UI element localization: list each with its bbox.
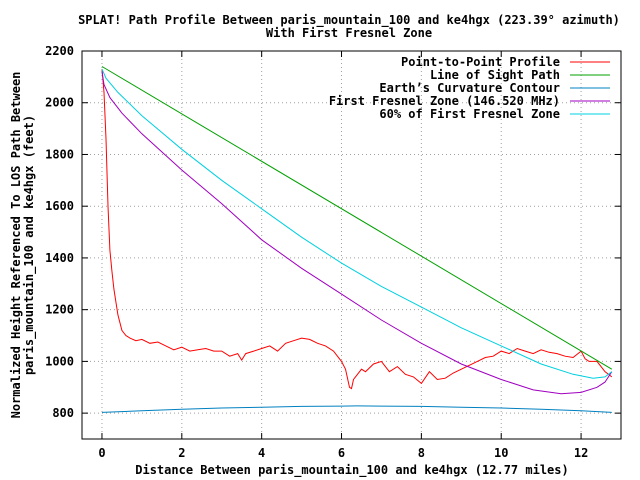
- y-tick-label: 800: [52, 406, 74, 420]
- y-tick-label: 1600: [45, 199, 74, 213]
- legend-label-earth-s-curvature-contour: Earth’s Curvature Contour: [379, 81, 560, 95]
- y-tick-label: 2000: [45, 96, 74, 110]
- x-tick-label: 10: [494, 446, 508, 460]
- chart-subtitle: With First Fresnel Zone: [266, 26, 432, 40]
- series-line-60-of-first-fresnel-zone: [101, 68, 613, 379]
- series-line-line-of-sight-path: [101, 66, 613, 370]
- y-tick-label: 1400: [45, 251, 74, 265]
- legend-label-line-of-sight-path: Line of Sight Path: [430, 68, 560, 82]
- grid: [82, 51, 621, 439]
- plot-frame: [81, 50, 622, 440]
- x-tick-label: 8: [418, 446, 425, 460]
- chart-title: SPLAT! Path Profile Between paris_mounta…: [78, 13, 620, 28]
- series-line-earth-s-curvature-contour: [101, 405, 612, 413]
- legend-label-point-to-point-profile: Point-to-Point Profile: [401, 55, 560, 69]
- series-line-first-fresnel-zone-146-520-mhz: [101, 71, 613, 395]
- y-tick-label: 1200: [45, 303, 74, 317]
- series-line-point-to-point-profile: [101, 69, 613, 390]
- y-axis-label-line-1: Normalized Height Referenced To LOS Path…: [9, 72, 23, 419]
- x-tick-label: 0: [98, 446, 105, 460]
- x-tick-label: 12: [574, 446, 588, 460]
- series-lines: [101, 66, 613, 413]
- x-tick-label: 6: [338, 446, 345, 460]
- x-tick-label: 4: [258, 446, 265, 460]
- legend-label-first-fresnel-zone-146-520-mhz: First Fresnel Zone (146.520 MHz): [329, 94, 560, 108]
- x-axis-label: Distance Between paris_mountain_100 and …: [135, 463, 568, 478]
- x-tick-label: 2: [178, 446, 185, 460]
- legend-label-60-of-first-fresnel-zone: 60% of First Fresnel Zone: [379, 107, 560, 121]
- y-tick-label: 1000: [45, 354, 74, 368]
- y-tick-label: 1800: [45, 147, 74, 161]
- y-axis-label: Normalized Height Referenced To LOS Path…: [9, 72, 37, 419]
- y-axis-label-line-2: paris_mountain_100 and ke4hgx (feet): [22, 115, 37, 375]
- y-tick-label: 2200: [45, 44, 74, 58]
- axis-ticks: 0 2 4 6 8 10 12 800 1000 1200 1400 1600 1800 2000 2200: [45, 44, 621, 460]
